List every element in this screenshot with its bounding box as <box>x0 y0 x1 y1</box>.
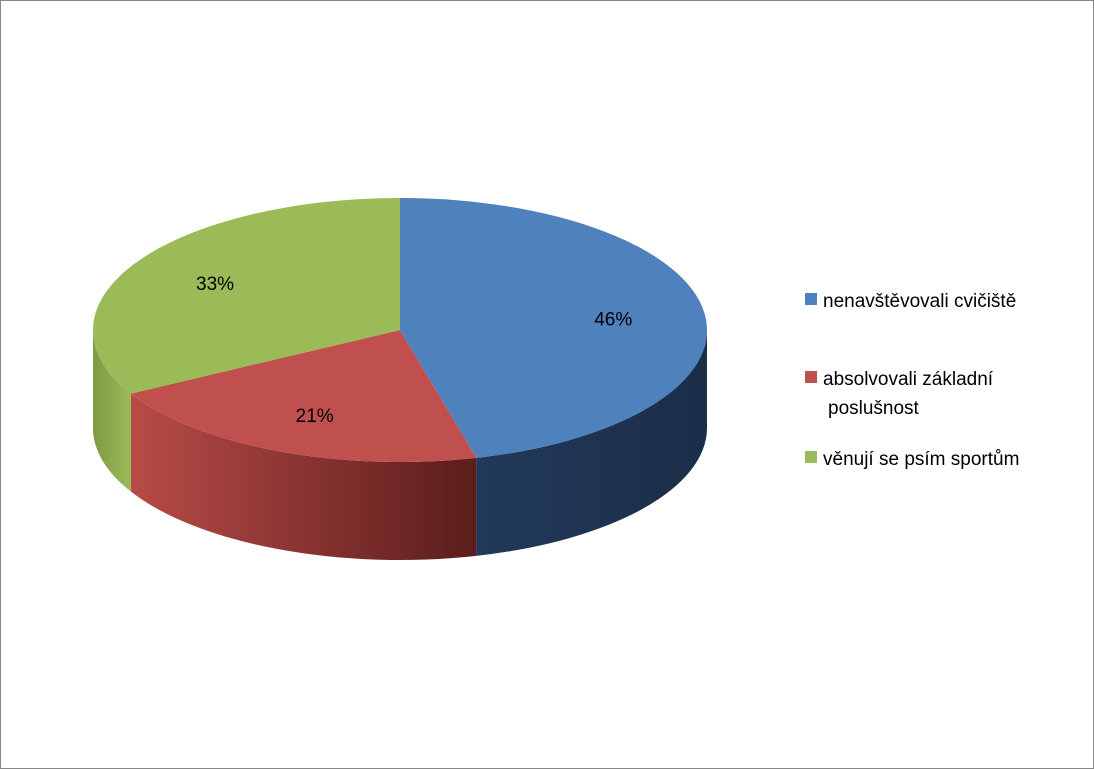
pie-slice-2 <box>130 330 477 462</box>
legend-swatch-3 <box>805 451 817 463</box>
legend-label-2: absolvovali základní poslušnost <box>823 369 994 419</box>
pie-slice-side-3 <box>93 330 131 492</box>
legend-swatch-1 <box>805 293 817 305</box>
pie-slice-1 <box>400 198 707 458</box>
legend-label-3: věnují se psím sportům <box>823 449 1019 470</box>
pie-slice-side-1 <box>476 330 707 556</box>
legend-swatch-2 <box>805 371 817 383</box>
data-label-3: 33% <box>196 274 234 295</box>
pie-slice-3 <box>92 198 401 394</box>
legend-label-1: nenavštěvovali cvičiště <box>823 291 1016 312</box>
data-label-1: 46% <box>594 309 632 330</box>
data-label-2: 21% <box>296 406 334 427</box>
pie-slice-side-2 <box>130 393 477 560</box>
